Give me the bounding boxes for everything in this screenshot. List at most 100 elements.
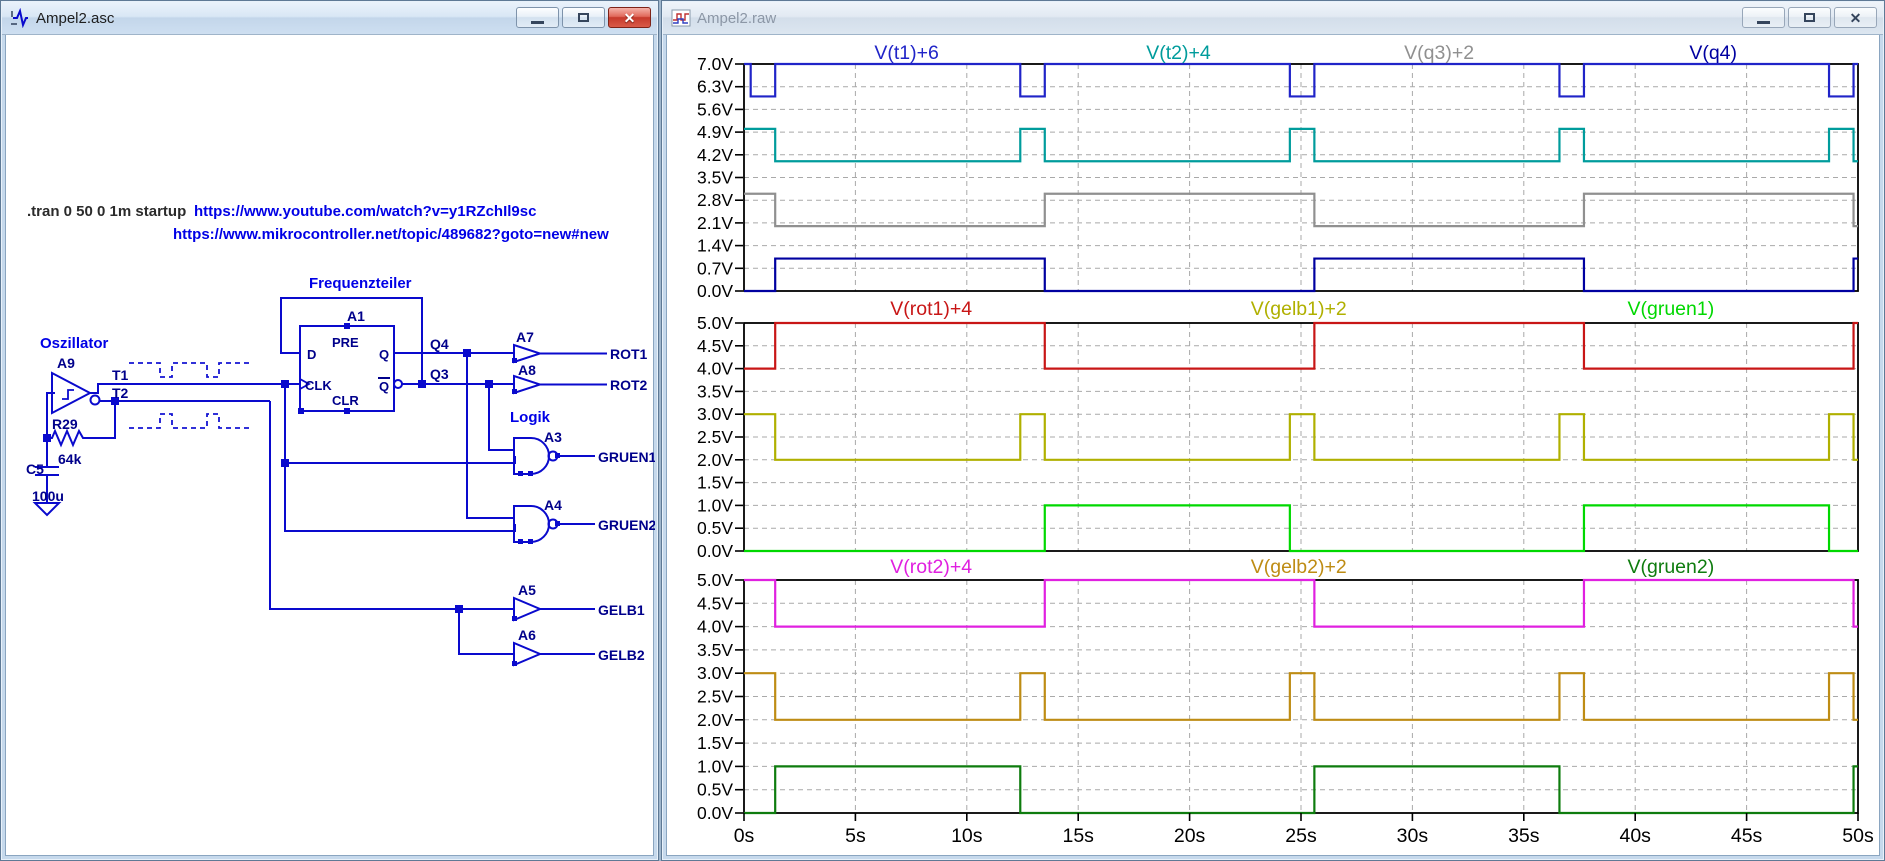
y-tick-label: 4.5V [697,336,733,356]
close-button[interactable]: ✕ [1834,7,1877,28]
y-tick-label: 5.0V [697,570,733,590]
y-tick-label: 0.7V [697,258,733,278]
y-tick-label: 3.5V [697,381,733,401]
net-q4: Q4 [430,336,449,352]
trace-V(gruen1) [744,504,1858,553]
junction-dots [43,323,560,666]
x-tick-label: 15s [1062,825,1094,847]
net-gelb2: GELB2 [598,647,645,663]
y-tick-label: 3.5V [697,640,733,660]
y-tick-label: 1.4V [697,236,733,256]
minimize-icon [531,20,544,24]
section-label-frequenzteiler: Frequenzteiler [309,275,412,292]
part-a7: A7 [516,329,534,345]
maximize-icon [1804,13,1815,22]
schematic-drawing: .tran 0 50 0 1m startup https://www.yout… [26,203,655,667]
trace-V(q4) [744,257,1858,293]
minimize-button[interactable] [516,7,559,28]
x-tick-label: 0s [734,825,755,847]
y-tick-label: 4.0V [697,359,733,379]
y-tick-label: 0.0V [697,541,733,561]
waveform-titlebar[interactable]: Ampel2.raw ✕ [663,2,1883,35]
y-tick-label: 0.0V [697,803,733,823]
youtube-link[interactable]: https://www.youtube.com/watch?v=y1RZchIl… [194,203,536,220]
y-tick-label: 3.0V [697,404,733,424]
x-tick-label: 25s [1285,825,1317,847]
close-icon: ✕ [623,9,636,26]
schematic-titlebar[interactable]: Ampel2.asc ✕ [2,2,657,35]
part-a3: A3 [544,429,562,445]
trace-label-V(rot1)+4: V(rot1)+4 [890,298,972,320]
y-tick-label: 4.9V [697,122,733,142]
part-r29: R29 [52,416,78,432]
forum-link[interactable]: https://www.mikrocontroller.net/topic/48… [173,226,609,243]
waveform-canvas[interactable]: 7.0V 6.3V 5.6V 4.9V 4.2V 3.5V 2.8V 2.1V 1.4V 0.7V… [666,34,1880,856]
trace-label-V(gruen2): V(gruen2) [1627,556,1714,578]
pin-qbar: Q [379,379,389,394]
x-tick-label: 5s [845,825,866,847]
pin-d: D [307,347,316,362]
net-rot2: ROT2 [610,377,648,393]
part-a5: A5 [518,582,536,598]
x-tick-label: 45s [1731,825,1763,847]
maximize-button[interactable] [1788,7,1831,28]
schematic-window: Ampel2.asc ✕ [0,0,659,861]
y-tick-label: 5.0V [697,313,733,333]
pin-clr: CLR [332,393,359,408]
x-tick-label: 40s [1619,825,1651,847]
close-button[interactable]: ✕ [608,7,651,28]
waveform-doodles [129,362,252,429]
trace-label-V(t2)+4: V(t2)+4 [1146,42,1211,64]
maximize-button[interactable] [562,7,605,28]
net-rot1: ROT1 [610,346,648,362]
y-tick-label: 4.0V [697,617,733,637]
trace-V(t2)+4 [744,127,1858,163]
y-tick-label: 2.5V [697,687,733,707]
y-tick-label: 4.2V [697,145,733,165]
x-tick-label: 30s [1397,825,1429,847]
y-tick-label: 0.0V [697,281,733,301]
part-c5-value: 100u [32,488,64,504]
net-gelb1: GELB1 [598,602,645,618]
window-title: Ampel2.raw [697,9,777,27]
trace-V(gelb1)+2 [744,413,1858,461]
close-icon: ✕ [1849,9,1862,26]
trace-label-V(gelb1)+2: V(gelb1)+2 [1251,298,1347,320]
waveform-window: Ampel2.raw ✕ 7.0V 6.3V 5.6V 4.9V 4.2V 3.5V 2.8… [661,0,1885,861]
y-tick-label: 1.5V [697,733,733,753]
y-tick-label: 2.5V [697,427,733,447]
pin-q: Q [379,347,389,362]
y-tick-label: 0.5V [697,780,733,800]
y-tick-label: 2.0V [697,710,733,730]
schematic-canvas[interactable]: .tran 0 50 0 1m startup https://www.yout… [5,34,655,856]
ltspice-schematic-icon [11,8,28,28]
y-tick-label: 6.3V [697,77,733,97]
pin-pre: PRE [332,335,359,350]
trace-V(gelb2)+2 [744,672,1858,721]
y-tick-label: 2.1V [697,213,733,233]
trace-label-V(t1)+6: V(t1)+6 [874,42,939,64]
section-label-logik: Logik [510,409,551,426]
y-tick-label: 3.5V [697,168,733,188]
trace-V(q3)+2 [744,192,1858,228]
minimize-button[interactable] [1742,7,1785,28]
x-tick-label: 20s [1174,825,1206,847]
y-tick-label: 1.0V [697,756,733,776]
trace-label-V(q4): V(q4) [1689,42,1737,64]
trace-V(rot2)+4 [744,578,1858,628]
part-c5: C5 [26,461,44,477]
window-title: Ampel2.asc [36,9,115,27]
part-a4: A4 [544,497,562,513]
x-tick-label: 10s [951,825,983,847]
part-a1: A1 [347,308,365,324]
waveform-plot[interactable]: 7.0V6.3V5.6V4.9V4.2V3.5V2.8V2.1V1.4V0.7V… [667,35,1881,857]
part-a9: A9 [57,355,75,371]
section-label-oszillator: Oszillator [40,335,109,352]
trace-label-V(rot2)+4: V(rot2)+4 [890,556,972,578]
trace-label-V(q3)+2: V(q3)+2 [1404,42,1474,64]
y-tick-label: 7.0V [697,54,733,74]
x-tick-label: 35s [1508,825,1540,847]
pin-clk: CLK [305,378,332,393]
net-q3: Q3 [430,366,449,382]
sim-directive[interactable]: .tran 0 50 0 1m startup [27,203,186,220]
